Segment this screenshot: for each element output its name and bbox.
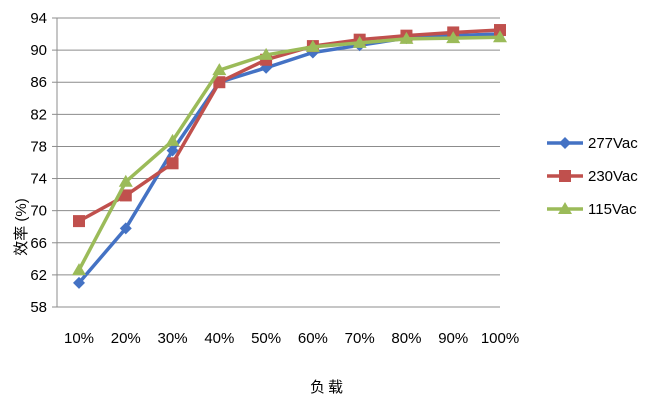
x-tick-label: 70% — [345, 330, 375, 347]
data-point — [212, 63, 227, 76]
y-tick-label: 94 — [30, 10, 47, 27]
x-tick-labels: 10% 20% 30% 40% 50% 60% 70% 80% 90% 100% — [64, 330, 519, 347]
data-point — [119, 189, 132, 202]
data-point — [446, 31, 461, 44]
series-230Vac — [73, 24, 506, 228]
y-tick-label: 62 — [30, 267, 47, 284]
data-point — [259, 47, 274, 60]
data-point — [305, 39, 320, 52]
series-277Vac — [73, 28, 506, 289]
series-group — [72, 24, 507, 289]
x-tick-label: 30% — [158, 330, 188, 347]
data-point — [352, 35, 367, 48]
x-tick-label: 100% — [481, 330, 519, 347]
data-point — [73, 276, 85, 289]
data-point — [118, 174, 133, 187]
x-tick-label: 60% — [298, 330, 328, 347]
y-tick-label: 86 — [30, 74, 47, 91]
legend-label: 277Vac — [588, 135, 638, 152]
y-axis-label: 效率 (%) — [13, 198, 30, 256]
data-point — [166, 157, 179, 170]
legend-item: 277Vac — [547, 135, 638, 152]
data-point — [73, 215, 85, 228]
data-point — [119, 222, 132, 235]
x-tick-label: 10% — [64, 330, 94, 347]
x-tick-label: 20% — [111, 330, 141, 347]
data-point — [399, 31, 414, 44]
legend-item: 115Vac — [547, 201, 637, 218]
y-tick-label: 74 — [30, 171, 47, 188]
data-point — [494, 24, 506, 37]
series-line — [77, 35, 501, 271]
data-point — [213, 76, 226, 89]
series-115Vac — [72, 30, 507, 276]
data-point — [559, 137, 571, 149]
axes — [52, 17, 58, 308]
y-tick-label: 58 — [30, 299, 47, 316]
series-line — [77, 32, 501, 285]
series-line — [78, 28, 501, 223]
data-point — [558, 202, 572, 214]
legend-label: 115Vac — [588, 201, 637, 218]
x-tick-label: 90% — [438, 330, 468, 347]
y-tick-label: 70 — [30, 203, 47, 220]
legend-item: 230Vac — [547, 168, 638, 185]
grid-lines — [57, 17, 500, 308]
legend-label: 230Vac — [588, 168, 638, 185]
data-point — [166, 144, 179, 157]
data-point — [559, 170, 571, 182]
y-tick-label: 66 — [30, 235, 47, 252]
data-point — [165, 133, 180, 146]
legend: 277Vac 230Vac 115Vac — [547, 135, 638, 218]
x-axis-label: 负载 — [310, 379, 346, 396]
x-tick-label: 40% — [204, 330, 234, 347]
y-tick-label: 82 — [30, 106, 47, 123]
x-tick-label: 50% — [251, 330, 281, 347]
x-tick-label: 80% — [391, 330, 421, 347]
y-tick-label: 78 — [30, 138, 47, 155]
data-point — [493, 30, 507, 43]
y-tick-labels: 58 62 66 70 74 78 82 86 90 94 — [30, 10, 47, 316]
y-tick-label: 90 — [30, 42, 47, 59]
data-point — [72, 263, 86, 276]
